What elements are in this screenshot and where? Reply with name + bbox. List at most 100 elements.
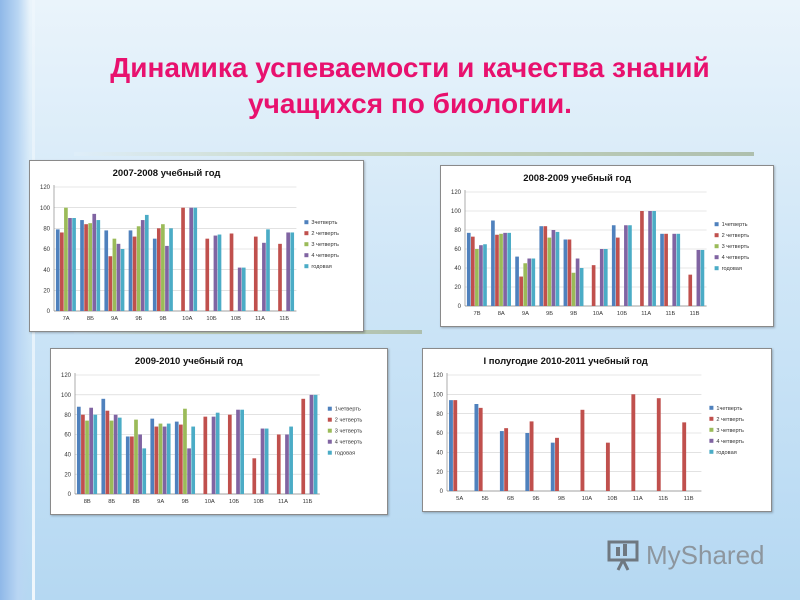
bar-9Б-s2 xyxy=(547,237,552,306)
legend-swatch xyxy=(327,417,332,422)
bar-9В-s1 xyxy=(567,239,572,306)
y-tick-label: 0 xyxy=(47,309,51,315)
bar-8А-s4 xyxy=(507,232,511,306)
y-tick-label: 20 xyxy=(454,285,461,291)
legend-swatch xyxy=(304,220,309,225)
x-tick-label: 11В xyxy=(684,496,694,502)
x-tick-label: 11А xyxy=(255,316,265,322)
bar-8Б-s1 xyxy=(105,410,110,494)
bar-11Б-s1 xyxy=(656,398,661,491)
bar-10А-s1 xyxy=(181,207,185,311)
x-tick-label: 9В xyxy=(160,316,167,322)
legend-label: 3 четверть xyxy=(335,429,363,435)
bar-11Б-s0 xyxy=(660,233,664,306)
legend-swatch xyxy=(327,406,332,411)
x-tick-label: 5А xyxy=(456,496,463,502)
chart-1: 2008-2009 учебный год 0 20 40 60 80 100 120 7В 8А… xyxy=(451,173,749,317)
bar-8В-s1 xyxy=(81,414,85,494)
legend-swatch xyxy=(327,439,332,444)
bar-8В-s4 xyxy=(142,448,147,494)
x-tick-label: 11Б xyxy=(658,496,668,502)
x-tick-label: 8В xyxy=(84,499,91,505)
legend-swatch xyxy=(709,449,714,454)
y-tick-label: 60 xyxy=(43,247,50,253)
y-tick-label: 100 xyxy=(61,393,72,399)
bar-5А-s0 xyxy=(449,400,453,491)
bar-10Б-s3 xyxy=(236,409,240,494)
bar-11В-s1 xyxy=(682,422,687,491)
x-tick-label: 8Б xyxy=(108,499,115,505)
bar-10Б-s4 xyxy=(240,409,245,494)
bar-9В-s4 xyxy=(169,228,173,311)
bar-8Б-s0 xyxy=(101,398,106,494)
bar-8В-s2 xyxy=(134,419,138,494)
bar-8В-s0 xyxy=(76,406,81,494)
legend-label: 3 четверть xyxy=(716,428,744,434)
bar-9Б-s1 xyxy=(543,226,548,306)
x-tick-label: 11А xyxy=(641,311,651,317)
x-tick-label: 11Б xyxy=(665,311,675,317)
bar-11В-s4 xyxy=(700,249,705,306)
bar-7А-s3 xyxy=(68,218,72,311)
legend-label: 4 четверть xyxy=(311,253,339,259)
bar-9В-s2 xyxy=(183,408,187,494)
bar-9А-s0 xyxy=(515,256,519,306)
x-tick-label: 10В xyxy=(607,496,617,502)
bar-8В-s0 xyxy=(125,436,130,494)
legend-swatch xyxy=(714,266,719,271)
bar-9А-s2 xyxy=(523,263,528,306)
y-tick-label: 80 xyxy=(43,227,50,233)
y-tick-label: 60 xyxy=(436,431,443,437)
legend-swatch xyxy=(304,253,309,258)
bar-8Б-s4 xyxy=(117,417,122,494)
legend-swatch xyxy=(714,222,719,227)
bar-11А-s1 xyxy=(640,211,644,306)
bar-7В-s4 xyxy=(483,244,487,306)
y-tick-label: 120 xyxy=(451,190,462,196)
bar-9В-s1 xyxy=(178,424,183,494)
legend-label: 1четверть xyxy=(722,222,748,228)
bar-9Б-s1 xyxy=(529,421,534,491)
legend-swatch xyxy=(327,450,332,455)
y-tick-label: 40 xyxy=(436,451,443,457)
bar-10В-s1 xyxy=(229,233,234,311)
x-tick-label: 8А xyxy=(498,311,505,317)
legend-label: годовая xyxy=(722,266,742,272)
bar-8Б-s2 xyxy=(88,223,92,311)
y-tick-label: 20 xyxy=(43,289,50,295)
bar-8В-s1 xyxy=(130,436,134,494)
x-tick-label: 11А xyxy=(633,496,643,502)
x-tick-label: 10А xyxy=(582,496,592,502)
bar-11Б-s4 xyxy=(313,394,318,494)
x-tick-label: 9В xyxy=(570,311,577,317)
chart-panel-2009-2010: 2009-2010 учебный год 0 20 40 60 80 100 120 8В 8Б… xyxy=(50,348,388,515)
y-tick-label: 80 xyxy=(64,413,71,419)
bar-11А-s1 xyxy=(253,236,258,311)
bar-11Б-s1 xyxy=(301,398,306,494)
left-decor-bar xyxy=(0,0,30,600)
bar-8В-s3 xyxy=(138,434,142,494)
x-tick-label: 10Б xyxy=(229,499,239,505)
legend-label: 2 четверть xyxy=(311,231,339,237)
chart-title: I полугодие 2010-2011 учебный год xyxy=(484,356,648,367)
bar-6В-s1 xyxy=(504,428,509,491)
legend-label: 3 четверть xyxy=(311,242,339,248)
bar-10Б-s0 xyxy=(611,225,616,306)
bar-11Б-s1 xyxy=(278,243,282,311)
bar-11А-s1 xyxy=(631,394,636,491)
legend-label: годовая xyxy=(311,264,331,270)
bar-8В-s4 xyxy=(93,414,98,494)
bar-9Б-s1 xyxy=(132,236,137,311)
x-tick-label: 9Б xyxy=(135,316,142,322)
x-tick-label: 10В xyxy=(231,316,241,322)
bar-11Б-s3 xyxy=(286,232,290,311)
bar-8Б-s3 xyxy=(113,414,118,494)
bar-9А-s0 xyxy=(104,230,109,311)
x-tick-label: 8В xyxy=(133,499,140,505)
decor-line-top xyxy=(74,152,754,156)
bar-10Б-s1 xyxy=(227,414,232,494)
decor-line-middle xyxy=(74,330,422,334)
legend-label: 2 четверть xyxy=(716,417,744,423)
legend-swatch xyxy=(304,242,309,247)
legend-swatch xyxy=(714,244,719,249)
